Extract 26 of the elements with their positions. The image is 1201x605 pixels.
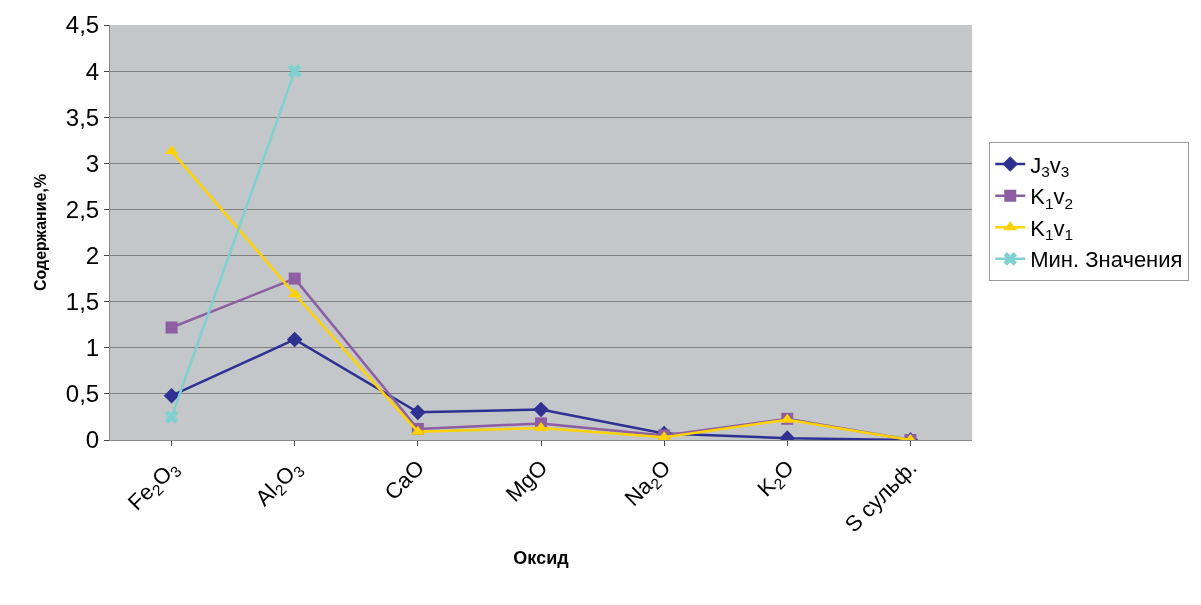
point — [164, 410, 179, 424]
y-tick-label: 4,5 — [65, 11, 100, 39]
y-tick-label: 1 — [85, 334, 100, 362]
y-tick-label: 2 — [85, 241, 100, 269]
y-tick-label: 1,5 — [65, 288, 100, 316]
point — [288, 272, 301, 285]
y-tick-label: 2,5 — [65, 195, 100, 223]
point — [534, 422, 548, 432]
point — [533, 401, 549, 418]
point — [287, 64, 302, 78]
legend-label: K$_{1}$v$_{1}$ — [1030, 215, 1074, 244]
point — [410, 404, 426, 421]
point — [165, 321, 178, 334]
x-axis-title: Оксид — [513, 548, 570, 569]
point — [286, 331, 303, 348]
y-tick-label: 3,5 — [65, 103, 100, 131]
legend-label: Мин. Значения — [1030, 247, 1183, 273]
y-tick-label: 3 — [85, 149, 100, 177]
legend-label: J$_{3}$v$_{3}$ — [1030, 152, 1070, 181]
y-axis-title: Содержание,% — [31, 173, 49, 292]
y-tick-label: 0,5 — [65, 380, 100, 408]
x-tick-label: CaO — [379, 455, 430, 505]
legend-label: K$_{1}$v$_{2}$ — [1030, 184, 1074, 212]
y-tick-label: 0 — [85, 426, 100, 454]
point — [163, 387, 180, 404]
y-tick-label: 4 — [85, 57, 100, 85]
